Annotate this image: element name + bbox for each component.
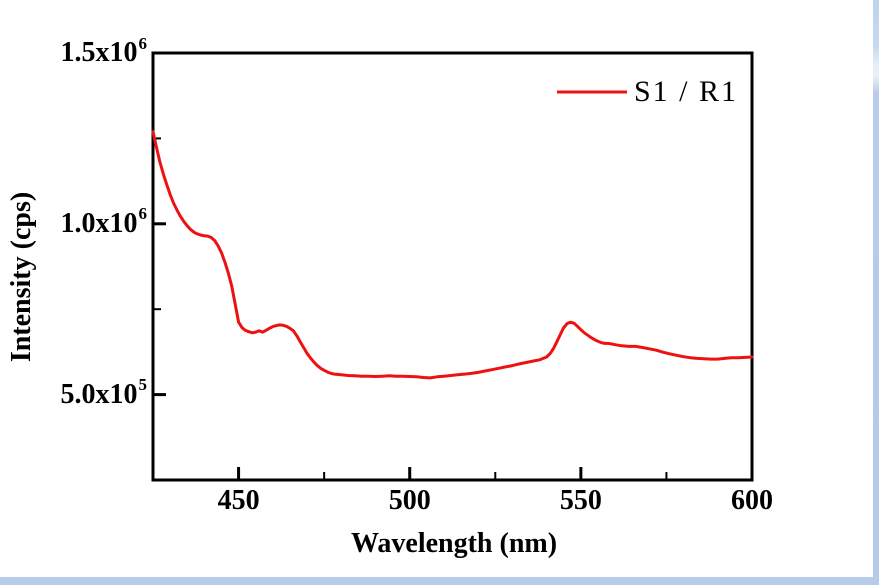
window-border-right	[873, 0, 879, 585]
y-tick-label: 1.0x106	[60, 204, 148, 239]
y-tick-label: 1.5x106	[60, 33, 148, 68]
y-tick-label: 5.0x105	[60, 375, 148, 410]
x-tick-label: 600	[731, 485, 773, 516]
x-tick-label: 550	[559, 485, 602, 516]
x-tick-label: 500	[388, 485, 431, 516]
x-axis-title: Wavelength (nm)	[350, 528, 558, 559]
window-border-bottom	[0, 577, 879, 585]
legend-label: S1 / R1	[634, 75, 739, 108]
x-tick-label: 450	[217, 485, 260, 516]
plot-frame	[151, 51, 754, 482]
series-line-s1-r1	[151, 130, 754, 380]
